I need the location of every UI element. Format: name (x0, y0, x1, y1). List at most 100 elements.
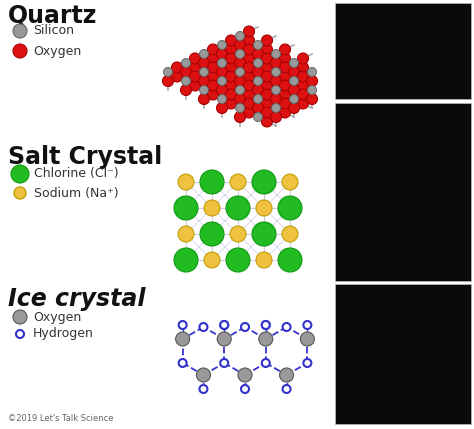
Circle shape (259, 332, 273, 346)
Circle shape (280, 53, 291, 64)
Circle shape (271, 76, 282, 87)
Circle shape (308, 67, 317, 76)
Circle shape (235, 112, 246, 123)
Circle shape (236, 67, 245, 76)
Circle shape (226, 35, 237, 46)
Circle shape (298, 71, 309, 82)
Circle shape (253, 48, 264, 60)
Circle shape (262, 62, 273, 73)
Circle shape (256, 252, 272, 268)
Circle shape (298, 80, 309, 91)
Circle shape (181, 85, 191, 96)
Bar (335, 3, 471, 99)
Circle shape (271, 112, 282, 123)
Circle shape (298, 98, 309, 109)
Circle shape (244, 26, 255, 37)
Circle shape (200, 170, 224, 194)
Circle shape (278, 248, 302, 272)
Circle shape (208, 71, 219, 82)
Circle shape (262, 44, 273, 55)
Circle shape (254, 112, 263, 121)
Circle shape (254, 40, 263, 49)
Circle shape (200, 85, 209, 94)
Circle shape (178, 226, 194, 242)
Circle shape (235, 76, 246, 87)
Circle shape (218, 94, 227, 103)
Circle shape (289, 103, 300, 114)
Circle shape (241, 323, 249, 331)
Circle shape (190, 71, 201, 82)
Circle shape (172, 71, 182, 82)
Circle shape (220, 321, 228, 329)
Circle shape (253, 103, 264, 114)
Circle shape (298, 89, 309, 100)
Circle shape (204, 200, 220, 216)
Circle shape (253, 85, 264, 96)
Circle shape (172, 62, 182, 73)
Circle shape (226, 98, 237, 109)
Circle shape (230, 174, 246, 190)
Text: Quartz: Quartz (8, 4, 97, 28)
Text: Oxygen: Oxygen (33, 45, 81, 57)
Circle shape (217, 66, 228, 78)
Circle shape (252, 222, 276, 246)
Circle shape (254, 94, 263, 103)
Circle shape (262, 321, 270, 329)
Text: Oxygen: Oxygen (33, 311, 81, 323)
Circle shape (179, 321, 187, 329)
Circle shape (218, 76, 227, 85)
Circle shape (208, 89, 219, 100)
Circle shape (244, 71, 255, 82)
Circle shape (244, 62, 255, 73)
Circle shape (271, 57, 282, 69)
Circle shape (208, 53, 219, 64)
Circle shape (272, 67, 281, 76)
Circle shape (253, 66, 264, 78)
Circle shape (244, 35, 255, 46)
Circle shape (218, 58, 227, 67)
Bar (335, 103, 471, 281)
Circle shape (290, 76, 299, 85)
Circle shape (204, 252, 220, 268)
Circle shape (208, 62, 219, 73)
Circle shape (200, 323, 208, 331)
Circle shape (244, 44, 255, 55)
Circle shape (220, 359, 228, 367)
Circle shape (290, 94, 299, 103)
Circle shape (200, 49, 209, 58)
Circle shape (164, 67, 173, 76)
Circle shape (190, 53, 201, 64)
Circle shape (235, 57, 246, 69)
Circle shape (278, 196, 302, 220)
Circle shape (280, 368, 293, 382)
Bar (335, 284, 471, 424)
Circle shape (163, 76, 173, 87)
Circle shape (199, 94, 210, 105)
Circle shape (298, 62, 309, 73)
Circle shape (217, 85, 228, 96)
Circle shape (200, 385, 208, 393)
Circle shape (262, 89, 273, 100)
Circle shape (236, 31, 245, 40)
Circle shape (271, 94, 282, 105)
Circle shape (226, 196, 250, 220)
Circle shape (282, 226, 298, 242)
Circle shape (230, 226, 246, 242)
Circle shape (262, 116, 273, 127)
Circle shape (13, 44, 27, 58)
Circle shape (226, 248, 250, 272)
Text: ©2019 Let's Talk Science: ©2019 Let's Talk Science (8, 414, 113, 423)
Circle shape (236, 85, 245, 94)
Circle shape (308, 85, 317, 94)
Circle shape (244, 80, 255, 91)
Circle shape (190, 80, 201, 91)
Circle shape (280, 44, 291, 55)
Circle shape (217, 103, 228, 114)
Circle shape (262, 359, 270, 367)
Circle shape (289, 66, 300, 78)
Circle shape (254, 58, 263, 67)
Circle shape (262, 71, 273, 82)
Circle shape (303, 321, 311, 329)
Circle shape (13, 310, 27, 324)
Circle shape (182, 58, 191, 67)
